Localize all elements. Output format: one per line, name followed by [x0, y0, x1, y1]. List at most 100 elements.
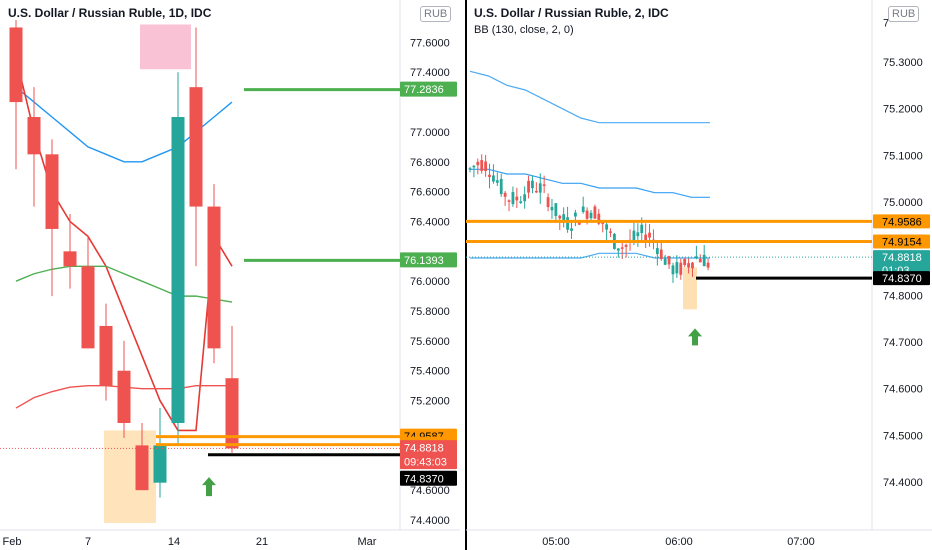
right-candle-body	[687, 263, 690, 268]
right-highlight-box	[683, 267, 697, 310]
left-price-label-box	[400, 454, 457, 470]
right-price-tick: 74.6000	[883, 384, 923, 396]
right-candle-body	[515, 196, 519, 201]
right-candle-body	[484, 161, 488, 172]
left-overlay-line	[15, 265, 233, 303]
right-candle-body	[480, 160, 484, 171]
right-time-tick: 05:00	[542, 536, 570, 548]
left-price-tick: 77.0000	[410, 127, 450, 139]
left-price-tick: 77.6000	[410, 37, 450, 49]
right-price-label-box	[873, 250, 930, 265]
right-price-tick: 74.8000	[883, 290, 923, 302]
right-candle-body	[632, 230, 636, 241]
left-price-tick: 75.4000	[410, 366, 450, 378]
left-price-tick: 76.4000	[410, 216, 450, 228]
right-candle-body	[527, 180, 530, 193]
right-candle-body	[534, 190, 538, 193]
right-candle-body	[624, 244, 628, 247]
right-candle-body	[585, 210, 589, 219]
left-price-label-box	[400, 252, 457, 268]
right-price-label-box	[873, 234, 930, 249]
left-price-tick: 75.2000	[410, 396, 450, 408]
up-arrow-icon	[688, 328, 702, 346]
right-candle-body	[531, 180, 534, 189]
left-candle-body	[225, 378, 239, 449]
left-time-tick: Mar	[358, 536, 377, 548]
right-candle-body	[523, 194, 527, 202]
right-candle-body	[558, 215, 562, 219]
left-candle-body	[207, 206, 221, 349]
right-candle-body	[640, 224, 644, 234]
right-candle-body	[476, 161, 480, 166]
right-candle-body	[593, 206, 597, 219]
right-candle-body	[694, 256, 698, 259]
left-candle-body	[63, 251, 77, 267]
left-price-tick: 77.4000	[410, 67, 450, 79]
left-price-label-box	[400, 81, 457, 97]
right-currency-badge[interactable]: RUB	[888, 6, 920, 22]
left-price-label: 74.8818	[404, 443, 444, 455]
left-candle-body	[27, 117, 41, 155]
right-candle-body	[511, 192, 515, 205]
right-candle-body	[581, 206, 585, 213]
right-candle-body	[589, 212, 593, 219]
right-price-label: 74.8818	[882, 252, 922, 264]
right-candle-body	[577, 222, 581, 225]
right-price-label: 74.9586	[882, 216, 922, 228]
left-time-tick: Feb	[3, 536, 22, 548]
right-candle-body	[492, 175, 495, 182]
right-candle-body	[609, 231, 612, 233]
right-candle-body	[550, 206, 554, 211]
left-price-tick: 74.4000	[410, 515, 450, 527]
left-price-tick: 74.6000	[410, 485, 450, 497]
right-candle-body	[648, 232, 651, 238]
right-candle-body	[538, 183, 542, 193]
right-candle-body	[616, 248, 620, 251]
left-top-highlight-box	[140, 24, 191, 70]
left-candle-body	[171, 117, 185, 423]
left-time-tick: 7	[85, 536, 91, 548]
left-candle-body	[45, 154, 59, 229]
right-candle-body	[488, 174, 491, 178]
bollinger-band-upper	[469, 70, 710, 124]
right-price-label-box	[873, 214, 930, 229]
left-price-label: 09:43:03	[404, 457, 447, 469]
right-price-tick: 74.5000	[883, 430, 923, 442]
left-price-tick: 76.6000	[410, 187, 450, 199]
right-candle-body	[499, 178, 503, 195]
right-candle-body	[495, 180, 499, 183]
bb-indicator-label[interactable]: BB (130, close, 2, 0)	[474, 24, 574, 36]
right-candle-body	[667, 256, 671, 265]
right-price-tick: 75.2000	[883, 104, 923, 116]
right-price-tick: 7	[883, 17, 889, 29]
right-price-label-box	[873, 271, 930, 286]
right-candle-body	[566, 217, 569, 230]
left-chart-title: U.S. Dollar / Russian Ruble, 1D, IDC	[8, 6, 212, 20]
right-candle-body	[655, 248, 659, 255]
right-candle-body	[519, 201, 523, 203]
left-price-label-box	[400, 440, 457, 456]
left-price-tick: 75.6000	[410, 336, 450, 348]
left-candle-body	[81, 266, 95, 349]
up-arrow-icon	[202, 477, 216, 497]
right-price-label: 74.9154	[882, 236, 922, 248]
right-chart-title: U.S. Dollar / Russian Ruble, 2, IDC	[474, 6, 669, 20]
left-price-tick: 76.0000	[410, 276, 450, 288]
right-candle-body	[554, 203, 558, 217]
right-candle-body	[663, 258, 667, 265]
right-price-tick: 75.1000	[883, 150, 923, 162]
left-candle-body	[117, 370, 131, 423]
right-candle-body	[542, 184, 546, 186]
right-candle-body	[601, 222, 605, 224]
right-candle-body	[644, 234, 648, 242]
left-candle-body	[189, 87, 203, 207]
left-candle-body	[9, 27, 23, 103]
right-candle-body	[671, 265, 675, 275]
left-currency-badge[interactable]: RUB	[420, 6, 452, 22]
right-candle-body	[605, 224, 609, 230]
right-candle-body	[472, 165, 476, 168]
bollinger-band-middle	[470, 168, 710, 198]
right-candle-body	[503, 192, 507, 197]
left-price-label: 76.1393	[404, 255, 444, 267]
